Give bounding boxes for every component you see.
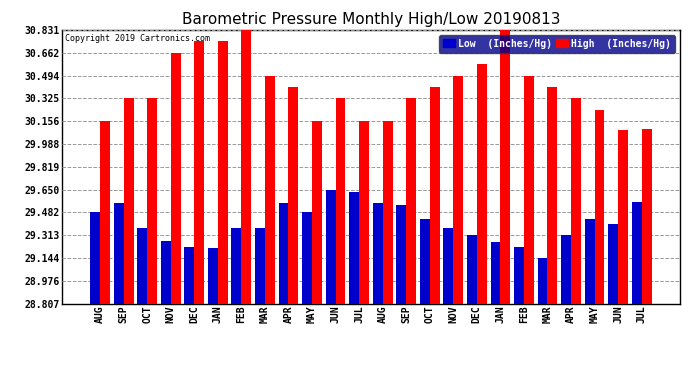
Bar <box>373 203 383 304</box>
Bar <box>114 203 124 304</box>
Bar <box>561 236 571 304</box>
Bar <box>430 87 440 304</box>
Bar <box>218 41 228 304</box>
Bar <box>124 99 133 304</box>
Bar <box>584 219 595 304</box>
Bar <box>538 258 547 304</box>
Bar <box>288 87 298 304</box>
Bar <box>547 87 558 304</box>
Title: Barometric Pressure Monthly High/Low 20190813: Barometric Pressure Monthly High/Low 201… <box>181 12 560 27</box>
Bar <box>137 228 147 304</box>
Text: Copyright 2019 Cartronics.com: Copyright 2019 Cartronics.com <box>65 34 210 43</box>
Bar <box>90 213 100 304</box>
Bar <box>335 99 346 304</box>
Bar <box>100 121 110 304</box>
Bar <box>184 246 195 304</box>
Bar <box>595 110 604 304</box>
Bar <box>406 99 416 304</box>
Legend: Low  (Inches/Hg), High  (Inches/Hg): Low (Inches/Hg), High (Inches/Hg) <box>439 35 675 52</box>
Bar <box>444 228 453 304</box>
Bar <box>609 224 618 304</box>
Bar <box>265 76 275 304</box>
Bar <box>349 192 359 304</box>
Bar <box>241 30 251 304</box>
Bar <box>161 241 170 304</box>
Bar <box>195 41 204 304</box>
Bar <box>231 228 241 304</box>
Bar <box>632 202 642 304</box>
Bar <box>420 219 430 304</box>
Bar <box>147 99 157 304</box>
Bar <box>326 190 335 304</box>
Bar <box>170 53 181 304</box>
Bar <box>312 121 322 304</box>
Bar <box>359 121 369 304</box>
Bar <box>302 213 312 304</box>
Bar <box>477 64 486 304</box>
Bar <box>500 30 511 304</box>
Bar <box>524 76 534 304</box>
Bar <box>279 203 288 304</box>
Bar <box>255 228 265 304</box>
Bar <box>642 129 651 304</box>
Bar <box>618 130 628 304</box>
Bar <box>467 236 477 304</box>
Bar <box>514 246 524 304</box>
Bar <box>453 76 463 304</box>
Bar <box>571 99 581 304</box>
Bar <box>208 248 218 304</box>
Bar <box>396 205 406 304</box>
Bar <box>491 243 500 304</box>
Bar <box>383 121 393 304</box>
